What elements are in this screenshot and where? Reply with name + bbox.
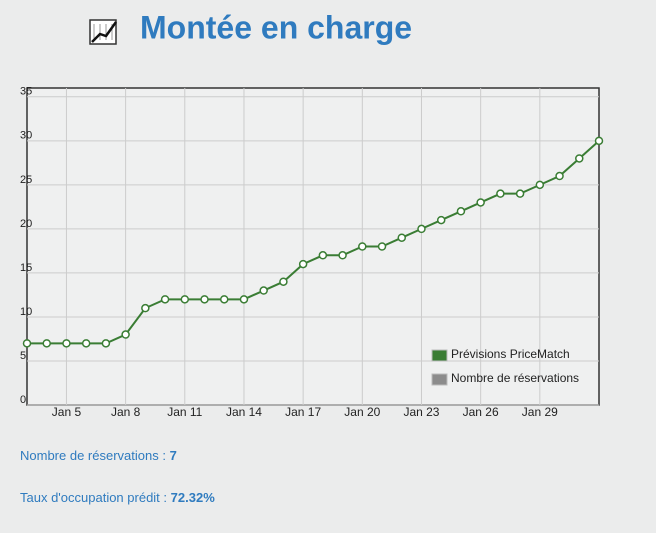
data-point <box>141 303 150 313</box>
x-tick-label: Jan 8 <box>111 405 141 419</box>
y-tick-label: 10 <box>20 306 32 318</box>
y-tick-label: 5 <box>20 350 26 362</box>
data-point <box>476 198 485 207</box>
data-point <box>318 251 328 260</box>
data-point <box>101 339 111 348</box>
data-point <box>279 277 288 286</box>
data-point <box>515 189 525 198</box>
data-point <box>81 339 91 348</box>
y-tick-label: 25 <box>20 174 32 186</box>
y-tick-label: 35 <box>20 86 32 98</box>
data-point <box>496 189 505 198</box>
x-tick-label: Jan 26 <box>463 405 499 419</box>
data-point <box>160 295 170 304</box>
stat-label: Nombre de réservations : 7 <box>20 448 177 463</box>
data-point <box>121 330 130 339</box>
data-point <box>358 242 367 251</box>
data-point <box>417 224 426 234</box>
data-point <box>62 339 71 348</box>
y-tick-label: 15 <box>20 262 32 274</box>
data-point <box>259 286 268 295</box>
data-point <box>200 295 209 304</box>
data-point <box>239 295 249 304</box>
x-tick-label: Jan 23 <box>403 405 439 419</box>
y-tick-label: 20 <box>20 218 32 230</box>
x-tick-label: Jan 14 <box>226 405 262 419</box>
legend-swatch <box>431 373 448 386</box>
data-point <box>298 259 308 269</box>
data-point <box>338 251 347 260</box>
x-tick-label: Jan 20 <box>344 405 380 419</box>
stat-label: Taux d'occupation prédit : 72.32% <box>20 490 215 505</box>
data-point <box>575 154 584 163</box>
data-point <box>594 136 604 146</box>
chart: 0 5 10 15 20 25 30 35 Jan 5 Jan 8 Jan 11 Jan 14 Jan … <box>20 86 604 419</box>
data-point <box>219 295 229 304</box>
data-point <box>397 233 407 242</box>
data-point <box>22 339 32 348</box>
y-tick-label: 30 <box>20 130 32 142</box>
data-point <box>436 215 446 225</box>
x-tick-label: Jan 17 <box>285 405 321 419</box>
legend-label: Nombre de réservations <box>451 371 579 385</box>
x-tick-label: Jan 11 <box>167 405 202 419</box>
data-point <box>42 339 51 348</box>
data-point <box>535 180 545 190</box>
data-point <box>377 242 387 251</box>
x-tick-label: Jan 5 <box>52 405 82 419</box>
data-point <box>456 207 466 216</box>
data-point <box>180 295 190 304</box>
legend-label: Prévisions PriceMatch <box>451 347 570 361</box>
title-icon <box>89 19 118 45</box>
page-title: Montée en charge <box>140 9 412 45</box>
data-point <box>555 171 564 181</box>
legend-swatch <box>431 349 448 362</box>
x-tick-label: Jan 29 <box>522 405 558 419</box>
y-tick-label: 0 <box>20 394 26 406</box>
